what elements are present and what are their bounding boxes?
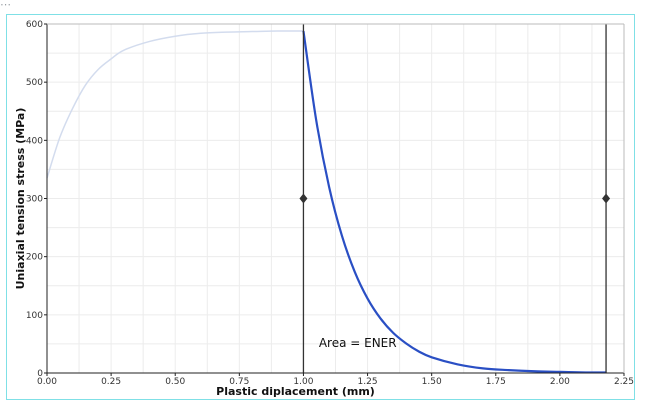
- x-axis-title: Plastic diplacement (mm): [216, 385, 375, 398]
- marker-lines[interactable]: [299, 24, 611, 373]
- y-tick-label: 0: [37, 369, 43, 379]
- x-tick-label: 1.25: [358, 377, 378, 387]
- x-tick-label: 1.75: [486, 377, 506, 387]
- area-annotation: Area = ENER: [319, 336, 397, 350]
- y-tick-label: 100: [26, 311, 43, 321]
- curves: [46, 30, 607, 374]
- tick-labels: 0.00 0.25 0.50 0.75 1.00 1.25 1.50 1.75 2.00 2.25…: [26, 20, 634, 387]
- x-tick-label: 2.00: [550, 377, 570, 387]
- more-icon[interactable]: ⋯: [0, 0, 11, 11]
- x-tick-label: 1.00: [293, 377, 313, 387]
- annotations: Area = ENER: [319, 336, 397, 350]
- x-tick-label: 0.00: [37, 377, 57, 387]
- y-tick-label: 300: [26, 195, 43, 205]
- x-tick-label: 0.75: [229, 377, 249, 387]
- x-tick-label: 0.25: [101, 377, 121, 387]
- y-axis-title: Uniaxial tension stress (MPa): [14, 108, 27, 290]
- marker-handle-1[interactable]: [299, 193, 308, 204]
- hardening-background-line: [46, 30, 304, 179]
- chart-frame: [6, 14, 635, 400]
- y-tick-label: 600: [26, 20, 43, 30]
- x-tick-label: 0.50: [165, 377, 185, 387]
- y-tick-label: 400: [26, 136, 43, 146]
- softening-curve-line: [302, 30, 607, 374]
- x-tick-label: 1.50: [422, 377, 442, 387]
- grid-lines: [46, 23, 625, 374]
- x-tick-label: 2.25: [614, 377, 634, 387]
- y-tick-label: 500: [26, 78, 43, 88]
- marker-handle-2[interactable]: [602, 193, 611, 204]
- y-tick-label: 200: [26, 253, 43, 263]
